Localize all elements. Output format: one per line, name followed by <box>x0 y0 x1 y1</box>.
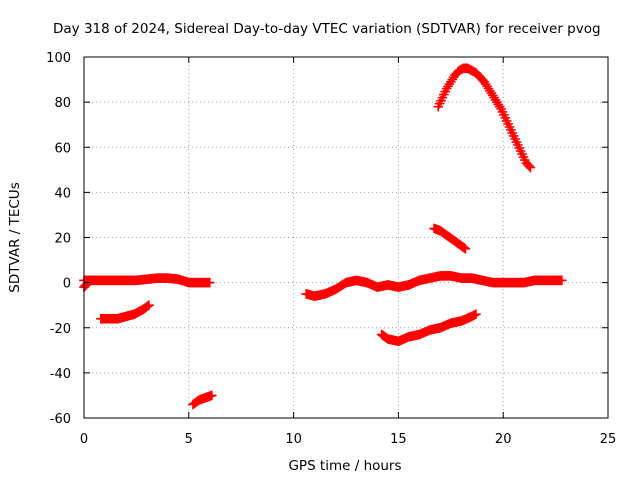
data-point <box>204 277 215 288</box>
data-point <box>142 301 153 311</box>
y-tick-label: -20 <box>50 322 71 337</box>
y-tick-label: 80 <box>54 96 71 111</box>
data-series <box>95 300 154 324</box>
data-series <box>188 390 217 410</box>
y-tick-label: -60 <box>50 412 71 427</box>
data-point <box>459 243 470 253</box>
y-tick-label: -40 <box>50 367 71 382</box>
data-series <box>429 223 471 254</box>
y-tick-label: 100 <box>46 51 71 66</box>
chart-title: Day 318 of 2024, Sidereal Day-to-day VTE… <box>53 21 601 37</box>
data-point <box>524 161 534 171</box>
data-points <box>79 63 567 410</box>
x-tick-label: 5 <box>185 432 193 447</box>
data-series <box>79 273 215 288</box>
data-series <box>301 275 414 301</box>
x-axis-label: GPS time / hours <box>288 458 401 474</box>
data-point <box>144 300 154 310</box>
data-point <box>525 162 536 173</box>
x-tick-label: 15 <box>390 432 407 447</box>
data-point <box>460 243 471 254</box>
y-axis-label: SDTVAR / TECUs <box>7 182 23 292</box>
y-tick-label: 40 <box>54 186 71 201</box>
data-point <box>471 309 481 320</box>
axis-ticks <box>83 56 609 419</box>
data-point <box>557 275 567 286</box>
x-tick-label: 25 <box>600 432 617 447</box>
data-series <box>433 63 536 173</box>
y-tick-label: 0 <box>63 277 71 292</box>
data-series <box>404 271 567 290</box>
x-tick-label: 10 <box>285 432 302 447</box>
grid <box>84 57 608 418</box>
data-point <box>207 390 217 401</box>
x-tick-label: 0 <box>80 432 88 447</box>
x-tick-label: 20 <box>495 432 512 447</box>
y-tick-label: 20 <box>54 232 71 247</box>
plot-frame <box>83 56 609 419</box>
y-tick-label: 60 <box>54 141 71 156</box>
data-series <box>376 309 481 347</box>
